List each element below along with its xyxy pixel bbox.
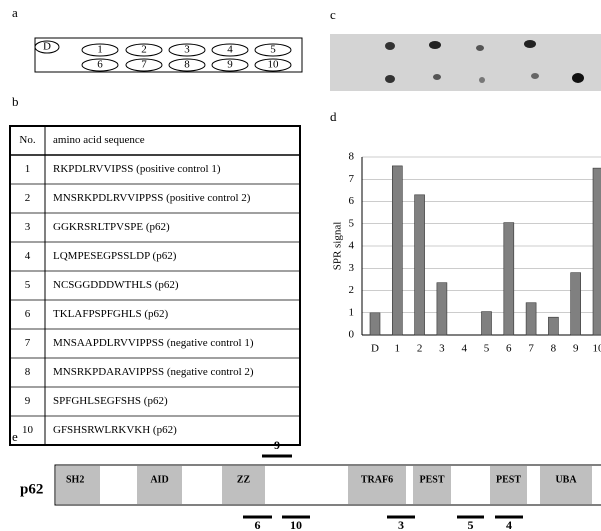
table-cell: 10	[22, 424, 34, 436]
spot-label: D	[43, 41, 51, 53]
panel-label: b	[12, 94, 19, 109]
x-tick-label: 2	[417, 343, 423, 355]
table-cell: MNSAAPDLRVVIPPSS (negative control 1)	[53, 337, 254, 349]
table-cell: 2	[25, 192, 31, 204]
y-tick-label: 0	[349, 329, 355, 341]
panel-label: d	[330, 109, 337, 124]
spot-label: 1	[97, 44, 103, 56]
table-cell: 9	[25, 395, 31, 407]
table-cell: SPFGHLSEGFSHS (p62)	[53, 395, 168, 407]
bar	[548, 317, 558, 335]
table-cell: 4	[25, 250, 31, 262]
domain-label: SH2	[66, 474, 84, 485]
y-tick-label: 8	[349, 151, 355, 163]
x-tick-label: 6	[506, 343, 512, 355]
table-cell: 8	[25, 366, 31, 378]
x-tick-label: 5	[484, 343, 490, 355]
spot-label: 5	[270, 44, 276, 56]
x-tick-label: 8	[551, 343, 557, 355]
spot-label: 10	[268, 59, 280, 71]
x-tick-label: D	[371, 343, 379, 355]
panel-label: e	[12, 429, 18, 444]
x-tick-label: 3	[439, 343, 445, 355]
y-tick-label: 6	[349, 195, 355, 207]
spot-label: 6	[97, 59, 103, 71]
table-cell: RKPDLRVVIPSS (positive control 1)	[53, 163, 221, 175]
bar	[482, 312, 492, 335]
domain-label: TRAF6	[361, 474, 393, 485]
spot-label: 3	[184, 44, 190, 56]
spot-label: 7	[141, 59, 147, 71]
blot-image	[330, 34, 601, 91]
table-cell: 1	[25, 163, 31, 175]
table-cell: 6	[25, 308, 31, 320]
table-cell: 3	[25, 221, 31, 233]
x-tick-label: 10	[593, 343, 601, 355]
domain-label: PEST	[419, 474, 444, 485]
protein-label: p62	[20, 481, 43, 497]
table-cell: NCSGGDDDWTHLS (p62)	[53, 279, 179, 291]
bar	[415, 195, 425, 335]
domain-label: PEST	[496, 474, 521, 485]
bar	[526, 303, 536, 335]
peptide-label: 10	[290, 518, 302, 531]
peptide-label: 5	[468, 518, 474, 531]
peptide-label: 4	[506, 518, 512, 531]
x-tick-label: 7	[528, 343, 534, 355]
y-tick-label: 2	[349, 284, 355, 296]
spot-label: 2	[141, 44, 147, 56]
y-axis-label: SPR signal	[332, 222, 344, 271]
peptide-label: 9	[274, 438, 280, 452]
bar	[504, 223, 514, 335]
table-cell: MNSRKPDLRVVIPPSS (positive control 2)	[53, 192, 251, 204]
y-tick-label: 3	[349, 262, 355, 274]
spot-label: 9	[227, 59, 233, 71]
y-tick-label: 4	[349, 240, 355, 252]
bar	[571, 273, 581, 335]
table-cell: GFSHSRWLRKVKH (p62)	[53, 424, 177, 436]
x-tick-label: 1	[395, 343, 401, 355]
table-cell: TKLAFPSPFGHLS (p62)	[53, 308, 169, 320]
table-header: No.	[19, 134, 35, 146]
x-tick-label: 9	[573, 343, 579, 355]
table-cell: MNSRKPDARAVIPPSS (negative control 2)	[53, 366, 254, 378]
domain-label: UBA	[555, 474, 577, 485]
table-header: amino acid sequence	[53, 134, 145, 146]
bar	[392, 166, 402, 335]
peptide-label: 6	[255, 518, 261, 531]
domain-label: ZZ	[237, 474, 251, 485]
spot-label: 4	[227, 44, 233, 56]
table-cell: LQMPESEGPSSLDP (p62)	[53, 250, 177, 262]
table-cell: 7	[25, 337, 31, 349]
table-cell: 5	[25, 279, 31, 291]
figure: a b c d e p62 D12345678910No.amino acid …	[0, 0, 601, 531]
y-tick-label: 1	[349, 306, 355, 318]
peptide-label: 3	[398, 518, 404, 531]
panel-label: c	[330, 7, 336, 22]
y-tick-label: 7	[349, 173, 355, 185]
bar	[370, 313, 380, 335]
x-tick-label: 4	[461, 343, 467, 355]
spot-label: 8	[184, 59, 190, 71]
y-tick-label: 5	[349, 217, 355, 229]
domain-label: AID	[150, 474, 168, 485]
bar	[593, 168, 601, 335]
bar	[437, 283, 447, 335]
table-cell: GGKRSRLTPVSPE (p62)	[53, 221, 170, 233]
panel-label: a	[12, 5, 18, 20]
